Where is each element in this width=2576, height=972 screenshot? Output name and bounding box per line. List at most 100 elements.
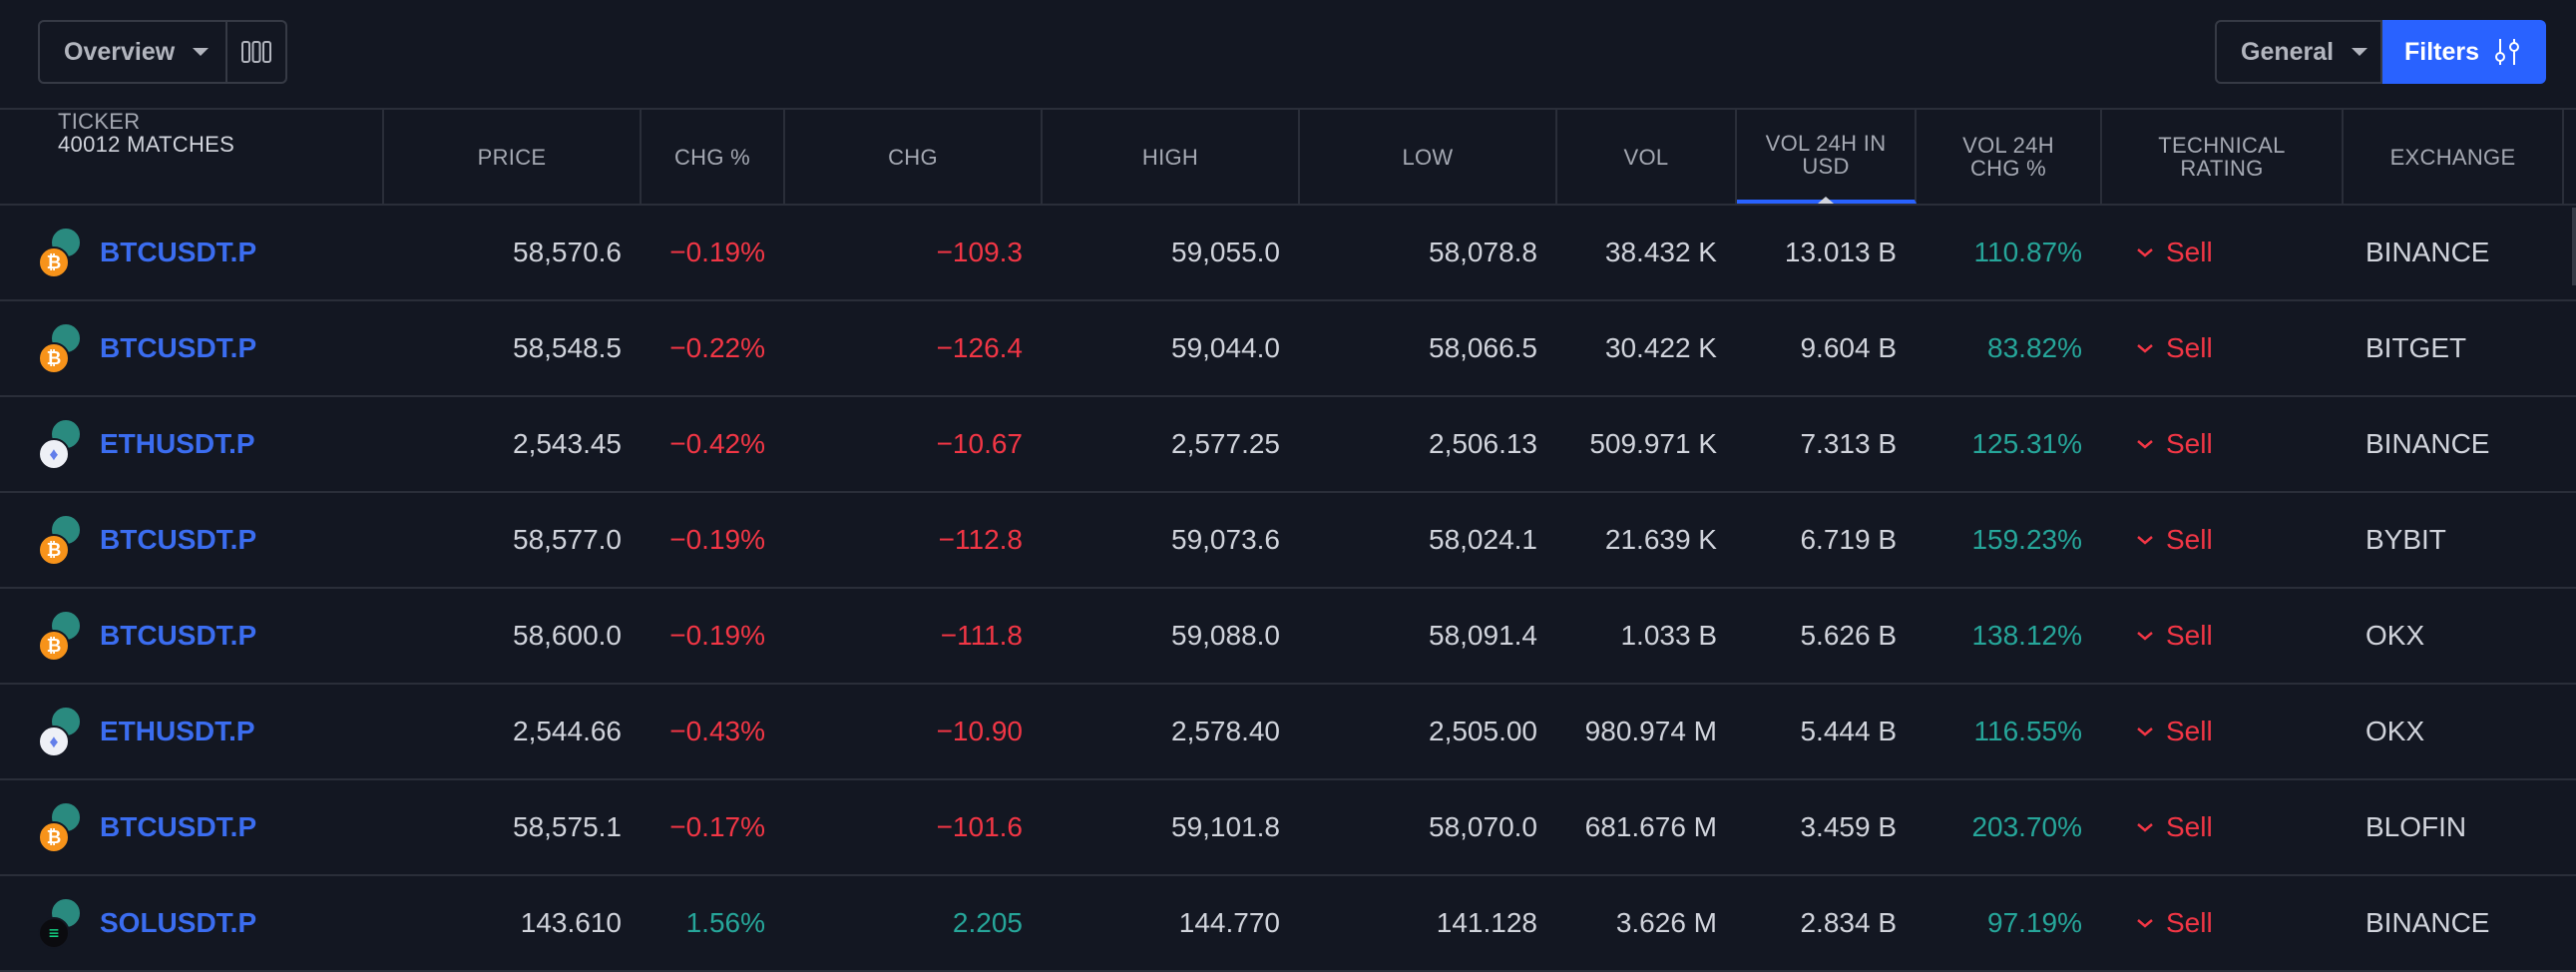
table-row[interactable]: ≡ SOLUSDT.P 143.610 1.56% 2.205 144.770 141.12… [0, 876, 2576, 972]
table-row[interactable]: ♦ ETHUSDT.P 2,544.66 −0.43% −10.90 2,578.40 2,… [0, 685, 2576, 780]
exchange-cell: OKX [2365, 620, 2425, 651]
price-cell: 58,575.1 [513, 811, 622, 842]
chg-cell: −10.67 [936, 428, 1023, 459]
ticker-cell: ♦ ETHUSDT.P [0, 397, 384, 491]
table-body: ₿ BTCUSDT.P 58,570.6 −0.19% −109.3 59,055.0 58… [0, 206, 2576, 972]
price-cell: 2,543.45 [513, 428, 622, 459]
technical-rating-cell: Sell [2102, 301, 2344, 395]
vol24-chg-cell: 125.31% [1971, 428, 2082, 459]
high-cell: 59,101.8 [1171, 811, 1280, 842]
vol24-chg-cell: 97.19% [1987, 907, 2082, 938]
chg-cell: −111.8 [940, 620, 1023, 651]
columns-icon [241, 41, 271, 63]
vol-cell: 1.033 B [1620, 620, 1717, 651]
rating-label: Sell [2166, 332, 2213, 363]
vol24-chg-cell: 110.87% [1973, 237, 2082, 267]
chevron-down-icon [193, 48, 210, 56]
column-header-low[interactable]: LOW [1300, 110, 1557, 204]
ticker-link[interactable]: BTCUSDT.P [100, 811, 257, 842]
column-header-chg-pct[interactable]: CHG % [642, 110, 785, 204]
technical-rating-cell: Sell [2102, 589, 2344, 683]
vol24-usd-cell: 13.013 B [1784, 237, 1897, 267]
ticker-cell: ₿ BTCUSDT.P [0, 780, 384, 874]
eth-coin-icon: ♦ [38, 438, 70, 470]
ticker-link[interactable]: BTCUSDT.P [100, 524, 257, 555]
overview-dropdown[interactable]: Overview [40, 22, 227, 82]
general-dropdown[interactable]: General [2215, 20, 2382, 84]
ticker-cell: ₿ BTCUSDT.P [0, 493, 384, 587]
column-header-price[interactable]: PRICE [384, 110, 642, 204]
chevron-down-icon [2137, 919, 2153, 928]
ticker-link[interactable]: ETHUSDT.P [100, 716, 255, 746]
vol24-chg-cell: 116.55% [1973, 716, 2082, 746]
general-label: General [2241, 37, 2335, 66]
chevron-down-icon [2137, 440, 2153, 449]
chg-pct-cell: 1.56% [685, 907, 765, 938]
column-settings-button[interactable] [227, 22, 285, 82]
column-header-chg[interactable]: CHG [785, 110, 1043, 204]
table-row[interactable]: ₿ BTCUSDT.P 58,575.1 −0.17% −101.6 59,101.8 58… [0, 780, 2576, 876]
table-row[interactable]: ₿ BTCUSDT.P 58,600.0 −0.19% −111.8 59,088.0 58… [0, 589, 2576, 685]
filters-button[interactable]: Filters [2382, 20, 2546, 84]
vol-cell: 681.676 M [1584, 811, 1717, 842]
technical-rating-cell: Sell [2102, 685, 2344, 778]
price-cell: 58,570.6 [513, 237, 622, 267]
table-row[interactable]: ₿ BTCUSDT.P 58,570.6 −0.19% −109.3 59,055.0 58… [0, 206, 2576, 301]
table-header: TICKER 40012 MATCHES PRICE CHG % CHG HIG… [0, 110, 2576, 206]
rating-label: Sell [2166, 620, 2213, 651]
column-header-vol[interactable]: VOL [1557, 110, 1737, 204]
price-cell: 2,544.66 [513, 716, 622, 746]
table-row[interactable]: ₿ BTCUSDT.P 58,577.0 −0.19% −112.8 59,073.6 58… [0, 493, 2576, 589]
column-header-vol24-chg[interactable]: VOL 24H CHG % [1917, 110, 2102, 204]
general-button[interactable]: General [2217, 22, 2380, 82]
btc-coin-icon: ₿ [38, 630, 70, 662]
column-header-exchange[interactable]: EXCHANGE [2344, 110, 2564, 204]
ticker-link[interactable]: BTCUSDT.P [100, 332, 257, 363]
chg-pct-header-label: CHG % [673, 144, 751, 170]
scrollbar-thumb[interactable] [2572, 208, 2576, 285]
chg-pct-cell: −0.43% [669, 716, 765, 746]
coin-logo-icon: ₿ [38, 610, 84, 662]
vol24-usd-cell: 2.834 B [1800, 907, 1897, 938]
rating-label: Sell [2166, 524, 2213, 555]
chevron-down-icon [2137, 536, 2153, 545]
column-header-technical-rating[interactable]: TECHNICAL RATING [2102, 110, 2344, 204]
vol24-chg-cell: 203.70% [1971, 811, 2082, 842]
ticker-link[interactable]: BTCUSDT.P [100, 237, 257, 267]
column-header-vol24-usd[interactable]: VOL 24H IN USD [1737, 110, 1917, 204]
table-row[interactable]: ♦ ETHUSDT.P 2,543.45 −0.42% −10.67 2,577.25 2,… [0, 397, 2576, 493]
low-header-label: LOW [1402, 144, 1454, 170]
ticker-link[interactable]: SOLUSDT.P [100, 907, 257, 938]
vol24-chg-cell: 159.23% [1971, 524, 2082, 555]
column-header-ticker[interactable]: TICKER 40012 MATCHES [0, 110, 384, 204]
chg-pct-cell: −0.22% [669, 332, 765, 363]
btc-coin-icon: ₿ [38, 534, 70, 566]
exchange-cell: BINANCE [2365, 428, 2490, 459]
vol24-chg-cell: 83.82% [1987, 332, 2082, 363]
ticker-link[interactable]: ETHUSDT.P [100, 428, 255, 459]
ticker-link[interactable]: BTCUSDT.P [100, 620, 257, 651]
chevron-down-icon [2137, 632, 2153, 641]
sliders-icon [2495, 39, 2520, 65]
chg-cell: −10.90 [936, 716, 1023, 746]
table-row[interactable]: ₿ BTCUSDT.P 58,548.5 −0.22% −126.4 59,044.0 58… [0, 301, 2576, 397]
price-cell: 58,577.0 [513, 524, 622, 555]
chg-pct-cell: −0.42% [669, 428, 765, 459]
low-cell: 58,024.1 [1429, 524, 1537, 555]
chg-cell: −109.3 [936, 237, 1023, 267]
low-cell: 2,506.13 [1429, 428, 1537, 459]
filters-label: Filters [2404, 37, 2480, 66]
price-header-label: PRICE [477, 144, 547, 170]
vol24-usd-cell: 6.719 B [1800, 524, 1897, 555]
eth-coin-icon: ♦ [38, 726, 70, 757]
chg-cell: −126.4 [936, 332, 1023, 363]
price-cell: 58,600.0 [513, 620, 622, 651]
column-header-high[interactable]: HIGH [1043, 110, 1300, 204]
rating-label: Sell [2166, 716, 2213, 746]
technical-rating-cell: Sell [2102, 780, 2344, 874]
high-cell: 144.770 [1178, 907, 1280, 938]
vol24-usd-cell: 7.313 B [1800, 428, 1897, 459]
rating-label: Sell [2166, 237, 2213, 267]
btc-coin-icon: ₿ [38, 246, 70, 278]
exchange-cell: BLOFIN [2365, 811, 2467, 842]
